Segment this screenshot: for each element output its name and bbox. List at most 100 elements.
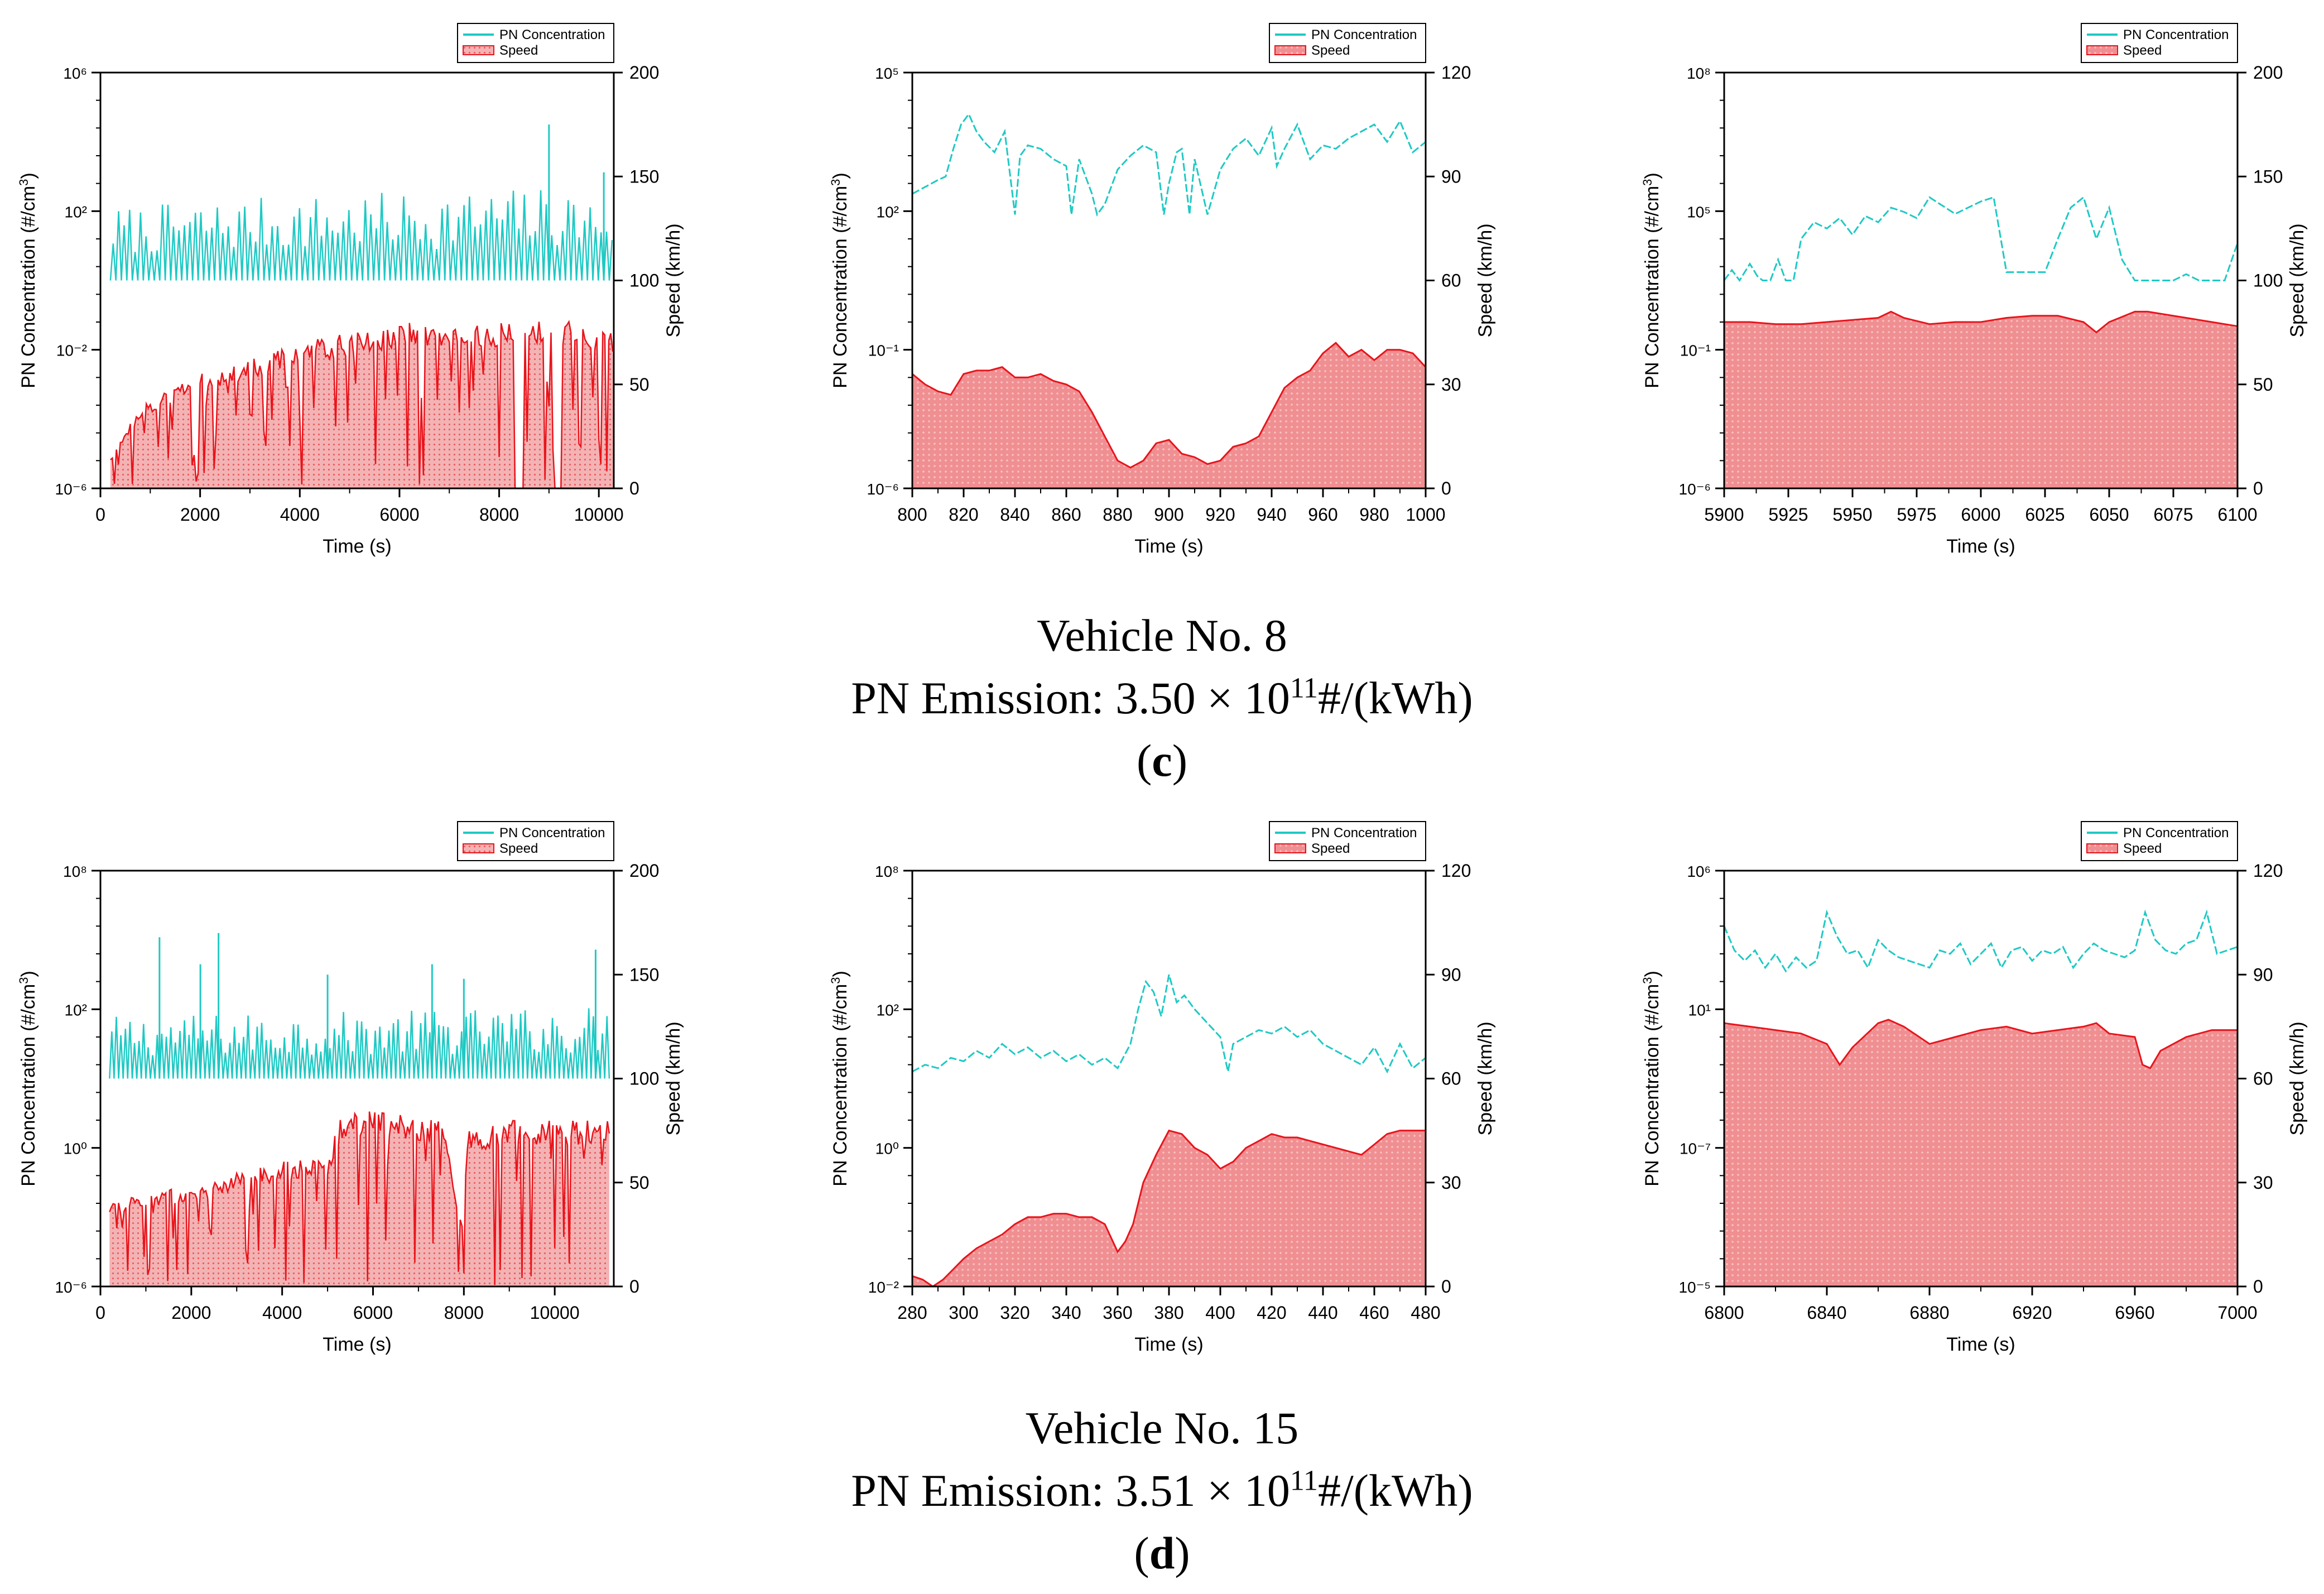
speed-area [1724,1020,2238,1286]
legend-pn-label: PN Concentration [499,27,605,42]
x-tick-label: 480 [1411,1303,1440,1323]
x-tick-label: 960 [1308,505,1337,525]
y-axis-title-sup: 3 [1640,977,1654,984]
y-axis-title-close: ) [1642,971,1663,977]
y-axis-title-close: ) [18,172,39,179]
y2-tick-label: 60 [1441,271,1461,291]
y-axis-title-base: PN Concentration (#/cm [18,984,39,1187]
y-axis-title-close: ) [830,971,851,977]
x-tick-label: 6100 [2217,505,2257,525]
y2-tick-label: 100 [629,1069,659,1089]
caption-c-vehicle: Vehicle No. 8 [0,613,2324,659]
legend-pn-label: PN Concentration [1311,825,1417,841]
speed-line [109,1111,610,1285]
y-tick-label: 10⁻⁶ [867,481,899,498]
y2-tick-label: 0 [1441,1276,1451,1297]
x-tick-label: 6800 [1704,1303,1744,1323]
y-axis-title-base: PN Concentration (#/cm [1642,186,1663,388]
x-tick-label: 820 [949,505,978,525]
y2-axis-title: Speed (km/h) [2287,1021,2308,1135]
legend-pn-label: PN Concentration [2123,27,2229,42]
x-tick-label: 8000 [479,505,519,525]
y-tick-label: 10⁻⁷ [1680,1140,1711,1158]
chart-c-zoom1: 800 820 840 860 880 900 920 940 960 980 1000 0 30 60 9… [829,23,1496,557]
y-tick-label: 10⁻⁶ [55,1279,87,1296]
y2-tick-label: 50 [629,375,649,395]
y-axis-title: PN Concentration (#/cm3) [1640,172,1663,388]
x-tick-label: 6000 [1961,505,2000,525]
pn-concentration-line [1724,909,2238,973]
legend-speed-swatch [1274,45,1306,55]
x-tick-label: 840 [1000,505,1029,525]
caption-d-vehicle-text: Vehicle No. 15 [1025,1403,1299,1453]
caption-c-label-letter: c [1152,735,1172,786]
x-tick-label: 8000 [444,1303,484,1323]
legend-speed-label: Speed [499,43,538,58]
x-tick-label: 460 [1359,1303,1389,1323]
y-axis-title: PN Concentration (#/cm3) [17,971,39,1186]
y-tick-label: 10⁻¹ [868,342,899,359]
legend-box [457,23,614,63]
x-tick-label: 1000 [1406,505,1445,525]
y-axis-title-sup: 3 [1640,179,1654,186]
plot-area [109,124,614,488]
x-tick-label: 320 [1000,1303,1029,1323]
y-tick-label: 10⁰ [875,1140,899,1158]
y-tick-label: 10⁸ [875,863,899,880]
y-tick-label: 10² [65,203,87,220]
y-tick-label: 10⁻² [56,342,87,359]
x-tick-label: 6840 [1807,1303,1846,1323]
caption-d-label-open: ( [1134,1528,1149,1578]
x-axis-title: Time (s) [1134,536,1203,557]
legend-speed-swatch [2086,843,2118,853]
y2-tick-label: 30 [2253,1173,2273,1193]
y2-tick-label: 0 [2253,1276,2263,1297]
y-tick-label: 10⁻⁵ [1678,1279,1711,1296]
x-tick-label: 2000 [171,1303,211,1323]
caption-d-emission-exp: 11 [1289,1465,1318,1497]
x-tick-label: 6920 [2012,1303,2052,1323]
x-tick-label: 280 [897,1303,927,1323]
y2-tick-label: 120 [2253,861,2283,881]
y-tick-label: 10⁰ [64,1140,87,1158]
x-tick-label: 920 [1205,505,1235,525]
y2-tick-label: 200 [629,861,659,881]
y-axis-title-base: PN Concentration (#/cm [830,186,851,388]
x-tick-label: 940 [1257,505,1286,525]
x-tick-label: 800 [897,505,927,525]
speed-area [912,343,1426,488]
pn-concentration-line [912,974,1426,1074]
y-axis-title-close: ) [830,172,851,179]
legend-speed-swatch [2086,45,2118,55]
y2-tick-label: 60 [1441,1069,1461,1089]
y2-tick-label: 150 [2253,166,2283,186]
y2-tick-label: 50 [629,1173,649,1193]
y-tick-label: 10² [877,1001,899,1019]
legend-box [2081,23,2238,63]
y-tick-label: 10¹ [1688,1001,1711,1019]
pn-concentration-line [109,190,613,281]
y2-tick-label: 90 [1441,964,1461,985]
x-tick-label: 4000 [280,505,320,525]
x-tick-label: 2000 [180,505,220,525]
y-tick-label: 10² [877,203,899,220]
y-tick-label: 10⁻¹ [1680,342,1711,359]
chart-c-full: 0 2000 4000 6000 8000 1000005010015020010⁻⁶10… [17,23,684,557]
x-tick-label: 6025 [2025,505,2065,525]
y2-tick-label: 100 [629,271,659,291]
chart-d-full: 0 2000 4000 6000 8000 10000 0 50 100 150 200 10⁻⁶ 10… [17,821,684,1355]
y-axis-title: PN Concentration (#/cm3) [829,971,851,1186]
pn-concentration-line [912,112,1426,217]
y-axis-title-sup: 3 [17,179,31,186]
x-tick-label: 340 [1051,1303,1081,1323]
x-axis-title: Time (s) [323,536,391,557]
legend-speed-swatch [1274,843,1306,853]
x-tick-label: 300 [949,1303,978,1323]
x-axis-title: Time (s) [1946,1334,2015,1355]
x-tick-label: 10000 [530,1303,580,1323]
y-tick-label: 10⁸ [1687,65,1711,82]
y2-tick-label: 0 [629,1276,639,1297]
